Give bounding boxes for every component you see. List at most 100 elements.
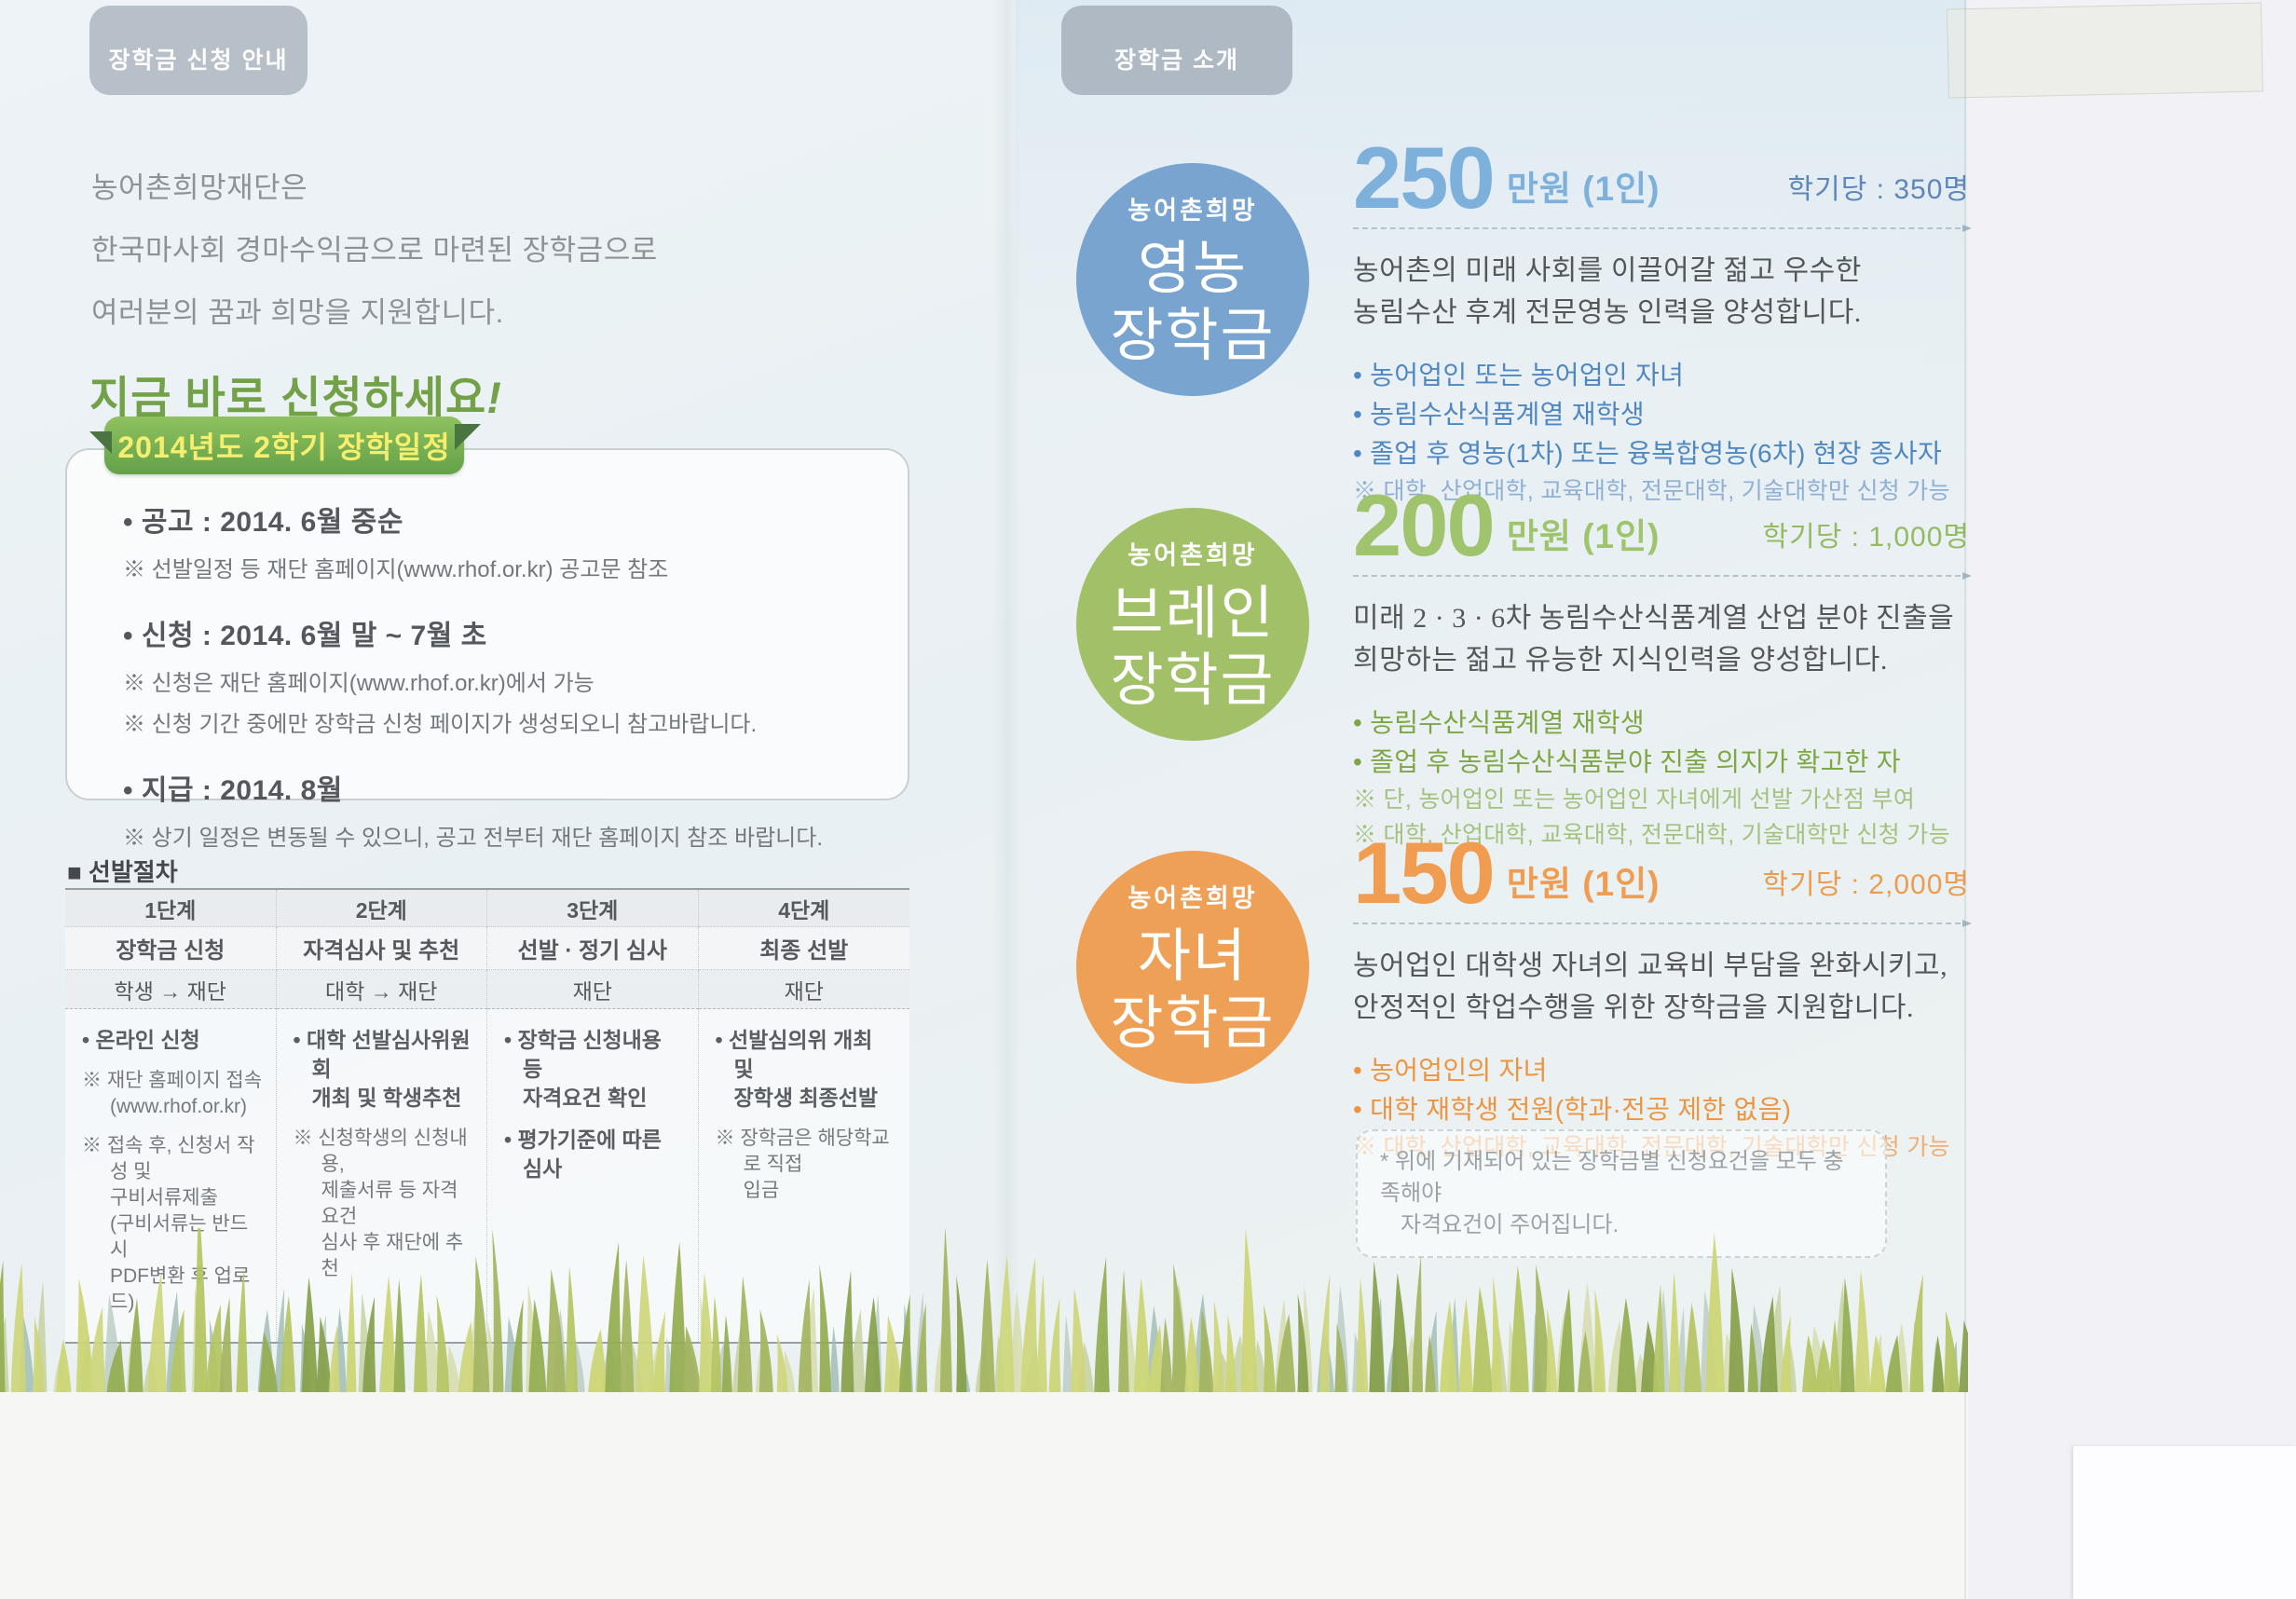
scanner-margin bbox=[1968, 0, 2296, 1599]
section-note: ※ 단, 농어업인 또는 농어업인 자녀에게 선발 가산점 부여 bbox=[1353, 786, 1916, 813]
cta-text: 지금 바로 신청하세요! bbox=[89, 362, 502, 426]
scholarship-circle-farming: 농어촌희망 영농 장학금 bbox=[1076, 163, 1309, 396]
section-desc: 농어촌의 미래 사회를 이끌어갈 젊고 우수한 농림수산 후계 전문영농 인력을… bbox=[1353, 255, 1862, 328]
detail-sub: ※ 장학금은 해당학교로 직접 입금 bbox=[715, 1128, 890, 1201]
section-bullet: • 농어업인 또는 농어업인 자녀 bbox=[1353, 361, 1685, 390]
table-detail-cell: • 선발심의위 개최 및 장학생 최종선발 ※ 장학금은 해당학교로 직접 입금 bbox=[698, 1009, 909, 1342]
scholarship-circle-children: 농어촌희망 자녀 장학금 bbox=[1076, 851, 1309, 1084]
footnote-line: * 위에 기재되어 있는 장학금별 신청요건을 모두 충족해야 bbox=[1380, 1149, 1844, 1206]
schedule-item-title: • 신청 : 2014. 6월 말 ~ 7월 초 bbox=[123, 621, 487, 651]
section-bullet: • 졸업 후 농림수산식품분야 진출 의지가 확고한 자 bbox=[1353, 747, 1901, 776]
detail-main: • 선발심의위 개최 및 장학생 최종선발 bbox=[715, 1028, 879, 1110]
scholarship-section-children: 150 만원 (1인) 학기당 : 2,000명 농어업인 대학생 자녀의 교육… bbox=[1353, 824, 1972, 1165]
scholarship-section-brain: 200 만원 (1인) 학기당 : 1,000명 미래 2 · 3 · 6차 농… bbox=[1353, 476, 1972, 853]
table-step-cell: 2단계 bbox=[276, 890, 487, 927]
ribbon-label: 2014년도 2학기 장학일정 bbox=[117, 430, 451, 464]
amount-value: 250 bbox=[1353, 129, 1496, 226]
circle-title-line: 자녀 bbox=[1137, 924, 1249, 989]
fold-crease bbox=[993, 0, 1021, 1398]
section-bullet: • 대학 재학생 전원(학과·전공 제한 없음) bbox=[1353, 1095, 1792, 1124]
schedule-item-title: • 공고 : 2014. 6월 중순 bbox=[123, 507, 403, 538]
detail-sub: ※ 재단 홈페이지 접속 (www.rhof.or.kr) bbox=[82, 1070, 263, 1117]
amount-value: 200 bbox=[1353, 476, 1496, 574]
section-divider bbox=[1353, 572, 1972, 580]
section-desc: 농어업인 대학생 자녀의 교육비 부담을 완화시키고, 안정적인 학업수행을 위… bbox=[1353, 950, 1948, 1023]
schedule-item-note: ※ 신청은 재단 홈페이지(www.rhof.or.kr)에서 가능 bbox=[123, 671, 594, 696]
section-tab-application-guide: 장학금 신청 안내 bbox=[89, 6, 308, 95]
circle-title-line: 장학금 bbox=[1110, 991, 1276, 1056]
amount-unit: 만원 (1인) bbox=[1506, 170, 1660, 208]
section-bullet: • 졸업 후 영농(1차) 또는 융복합영농(6차) 현장 종사자 bbox=[1353, 439, 1943, 468]
table-title-cell: 장학금 신청 bbox=[65, 927, 277, 970]
section-divider bbox=[1353, 225, 1972, 232]
table-step-cell: 1단계 bbox=[65, 890, 277, 927]
section-note: ※ 대학, 산업대학, 교육대학, 전문대학, 기술대학만 신청 가능 bbox=[1353, 822, 1950, 848]
circle-small-label: 농어촌희망 bbox=[1128, 196, 1258, 225]
detail-sub: ※ 접속 후, 신청서 작성 및 구비서류제출 (구비서류는 반드시 PDF변환… bbox=[82, 1135, 255, 1313]
schedule-card: • 공고 : 2014. 6월 중순 ※ 선발일정 등 재단 홈페이지(www.… bbox=[65, 448, 909, 851]
procedure-table: 1단계 2단계 3단계 4단계 장학금 신청 자격심사 및 추천 선발 · 정기… bbox=[65, 888, 909, 1344]
section-bullet: • 농림수산식품계열 재학생 bbox=[1353, 400, 1645, 429]
detail-main: • 장학금 신청내용 등 자격요건 확인 bbox=[504, 1028, 662, 1110]
schedule-ribbon: 2014년도 2학기 장학일정 bbox=[89, 417, 481, 474]
quota-label: 학기당 : 1,000명 bbox=[1762, 522, 1970, 553]
schedule-body: • 공고 : 2014. 6월 중순 ※ 선발일정 등 재단 홈페이지(www.… bbox=[123, 499, 880, 860]
table-actor-cell: 학생 → 재단 bbox=[65, 970, 277, 1009]
intro-line: 여러분의 꿈과 희망을 지원합니다. bbox=[91, 296, 504, 329]
detail-main: • 평가기준에 따른 심사 bbox=[504, 1128, 662, 1181]
amount-unit: 만원 (1인) bbox=[1506, 865, 1660, 903]
table-title-cell: 자격심사 및 추천 bbox=[276, 927, 487, 970]
circle-title-line: 브레인 bbox=[1110, 581, 1276, 646]
intro-text: 농어촌희망재단은 한국마사회 경마수익금으로 마련된 장학금으로 여러분의 꿈과… bbox=[91, 157, 658, 344]
procedure-heading: ■ 선발절차 bbox=[67, 858, 178, 886]
grass-illustration bbox=[0, 1201, 1983, 1398]
schedule-item-note: ※ 상기 일정은 변동될 수 있으니, 공고 전부터 재단 홈페이지 참조 바랍… bbox=[123, 826, 824, 851]
amount-value: 150 bbox=[1353, 824, 1496, 922]
circle-small-label: 농어촌희망 bbox=[1128, 883, 1258, 912]
table-step-cell: 4단계 bbox=[698, 890, 909, 927]
table-actor-cell: 재단 bbox=[487, 970, 699, 1009]
schedule-item-note: ※ 선발일정 등 재단 홈페이지(www.rhof.or.kr) 공고문 참조 bbox=[123, 557, 669, 582]
table-step-cell: 3단계 bbox=[487, 890, 699, 927]
schedule-item-title: • 지급 : 2014. 8월 bbox=[123, 775, 343, 806]
quota-label: 학기당 : 350명 bbox=[1787, 174, 1970, 205]
intro-line: 농어촌희망재단은 bbox=[91, 171, 308, 204]
amount-unit: 만원 (1인) bbox=[1506, 517, 1660, 555]
circle-title-line: 장학금 bbox=[1110, 304, 1276, 368]
page-edge bbox=[1964, 0, 1966, 1599]
amount-row: 200 만원 (1인) 학기당 : 1,000명 bbox=[1353, 476, 1970, 574]
footnote-line: 자격요건이 주어집니다. bbox=[1401, 1212, 1620, 1237]
circle-small-label: 농어촌희망 bbox=[1128, 540, 1258, 569]
table-detail-cell: • 온라인 신청 ※ 재단 홈페이지 접속 (www.rhof.or.kr) ※… bbox=[65, 1009, 277, 1342]
table-actor-cell: 재단 bbox=[698, 970, 909, 1009]
table-title-cell: 선발 · 정기 심사 bbox=[487, 927, 699, 970]
detail-main: • 온라인 신청 bbox=[82, 1028, 200, 1052]
amount-row: 150 만원 (1인) 학기당 : 2,000명 bbox=[1353, 824, 1970, 922]
detail-main: • 대학 선발심사위원회 개최 및 학생추천 bbox=[293, 1028, 471, 1110]
table-actor-cell: 대학 → 재단 bbox=[276, 970, 487, 1009]
intro-line: 한국마사회 경마수익금으로 마련된 장학금으로 bbox=[91, 234, 658, 266]
scholarship-section-farming: 250 만원 (1인) 학기당 : 350명 농어촌의 미래 사회를 이끌어갈 … bbox=[1353, 129, 1972, 509]
table-detail-cell: • 장학금 신청내용 등 자격요건 확인 • 평가기준에 따른 심사 bbox=[487, 1009, 699, 1342]
quota-label: 학기당 : 2,000명 bbox=[1762, 869, 1970, 900]
section-desc: 미래 2 · 3 · 6차 농림수산식품계열 산업 분야 진출을 희망하는 젊고… bbox=[1353, 603, 1955, 676]
schedule-item-note: ※ 신청 기간 중에만 장학금 신청 페이지가 생성되오니 참고바랍니다. bbox=[123, 712, 758, 737]
circle-title-line: 장학금 bbox=[1110, 649, 1276, 713]
bottom-white-band bbox=[0, 1391, 1968, 1599]
tab-label: 장학금 소개 bbox=[1114, 48, 1239, 74]
scholarship-circle-brain: 농어촌희망 브레인 장학금 bbox=[1076, 508, 1309, 741]
section-bullet: • 농림수산식품계열 재학생 bbox=[1353, 708, 1645, 737]
cta-main: 지금 바로 신청하세요 bbox=[89, 373, 487, 422]
section-tab-scholarship-intro: 장학금 소개 bbox=[1061, 6, 1292, 95]
circle-title-line: 영농 bbox=[1137, 237, 1249, 301]
tab-label: 장학금 신청 안내 bbox=[108, 48, 289, 74]
table-detail-cell: • 대학 선발심사위원회 개최 및 학생추천 ※ 신청학생의 신청내용, 제출서… bbox=[276, 1009, 487, 1342]
detail-sub: ※ 신청학생의 신청내용, 제출서류 등 자격요건 심사 후 재단에 추천 bbox=[293, 1128, 468, 1279]
section-divider bbox=[1353, 920, 1972, 927]
amount-row: 250 만원 (1인) 학기당 : 350명 bbox=[1353, 129, 1970, 226]
section-bullet: • 농어업인의 자녀 bbox=[1353, 1056, 1548, 1085]
tape-artifact-bottom bbox=[2073, 1446, 2296, 1599]
cta-exclamation: ! bbox=[486, 373, 502, 422]
table-title-cell: 최종 선발 bbox=[698, 927, 909, 970]
